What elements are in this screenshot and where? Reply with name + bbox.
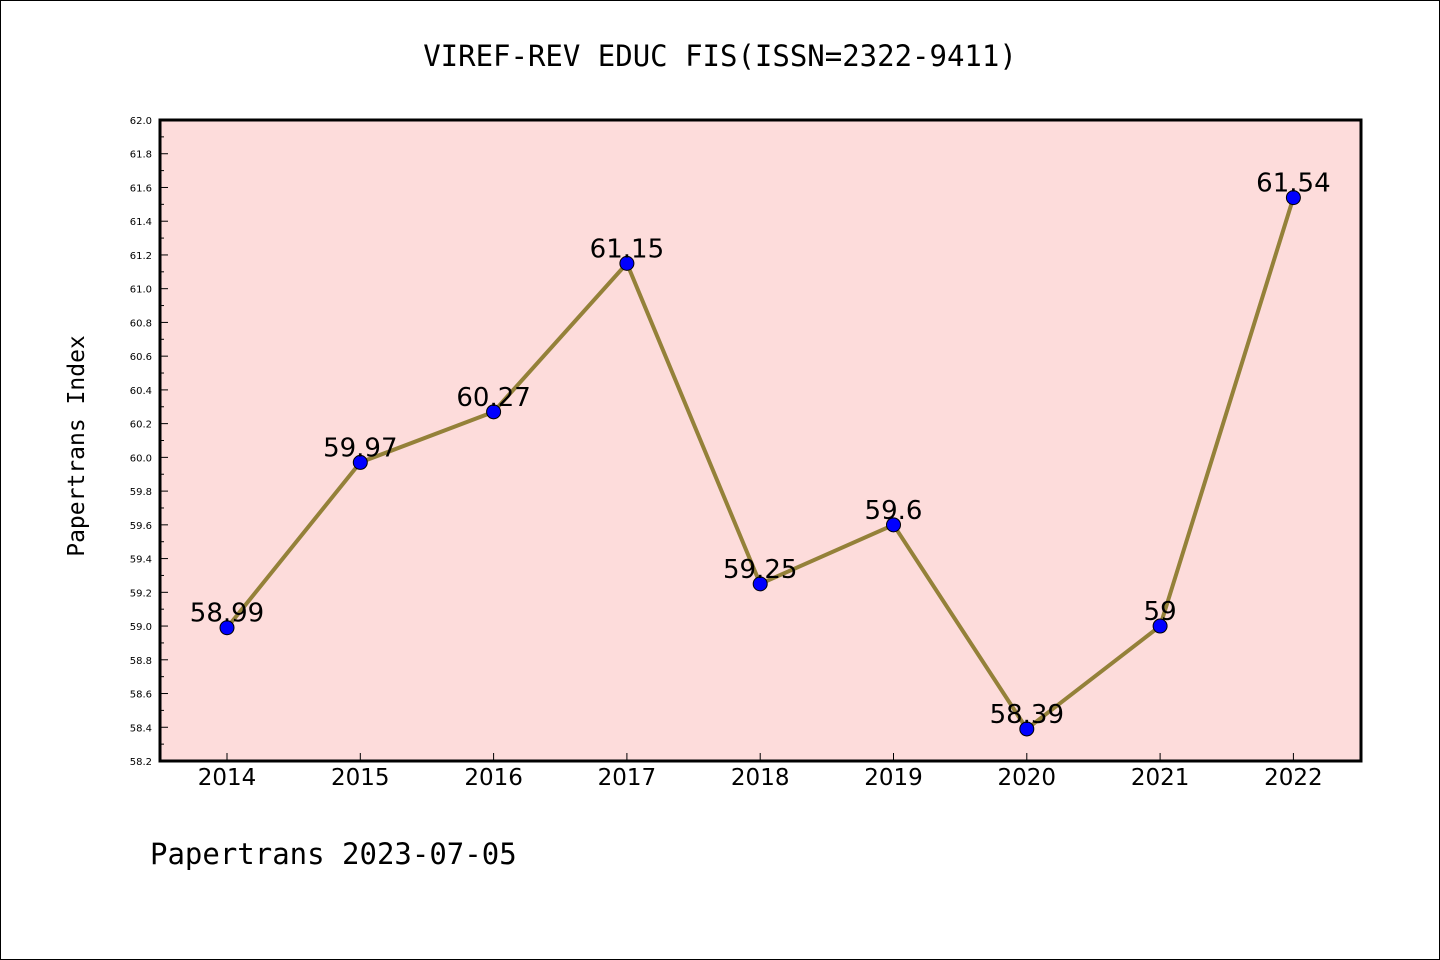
footer-text: Papertrans 2023-07-05 <box>150 837 517 871</box>
data-labels: 58.99 59.97 60.27 61.15 59.25 59.6 58.39 59 61.5… <box>190 169 1331 730</box>
y-tick-label: 59.0 <box>130 622 152 633</box>
data-label: 59 <box>1144 597 1177 627</box>
y-tick-label: 58.2 <box>130 757 152 768</box>
y-tick-label: 60.0 <box>130 453 152 464</box>
y-tick-label: 61.4 <box>130 217 152 228</box>
y-tick-label: 61.0 <box>130 285 152 296</box>
x-tick-label: 2014 <box>198 765 257 791</box>
y-tick-label: 59.4 <box>130 555 152 566</box>
data-point <box>352 454 368 470</box>
y-tick-label: 60.8 <box>130 318 152 329</box>
y-tick-label: 61.8 <box>130 150 152 161</box>
x-tick-label: 2022 <box>1264 765 1323 791</box>
y-axis: 58.2 58.4 58.6 58.8 59.0 59.2 59.4 59.6 59.8 60.0… <box>130 116 168 768</box>
data-label: 58.99 <box>190 599 264 629</box>
y-tick-label: 58.8 <box>130 656 152 667</box>
data-label: 61.15 <box>590 234 664 264</box>
y-tick-label: 58.6 <box>130 690 152 701</box>
plot-border <box>158 118 1363 763</box>
x-axis: 2014 2015 2016 2017 2018 2019 2020 2021 2022 <box>198 753 1323 791</box>
y-tick-label: 60.6 <box>130 352 152 363</box>
x-tick-label: 2015 <box>331 765 390 791</box>
data-label: 58.39 <box>990 700 1064 730</box>
y-tick-label: 59.8 <box>130 487 152 498</box>
y-tick-label: 59.6 <box>130 521 152 532</box>
x-tick-label: 2017 <box>598 765 657 791</box>
data-point <box>619 255 635 271</box>
y-tick-label: 61.6 <box>130 183 152 194</box>
x-tick-label: 2019 <box>864 765 923 791</box>
y-tick-label: 62.0 <box>130 116 152 127</box>
data-label: 59.97 <box>323 433 397 463</box>
x-tick-label: 2016 <box>464 765 523 791</box>
data-label: 59.25 <box>723 555 797 585</box>
y-tick-label: 59.2 <box>130 588 152 599</box>
data-label: 60.27 <box>456 383 530 413</box>
data-point <box>1019 721 1035 737</box>
x-tick-label: 2018 <box>731 765 790 791</box>
data-point <box>1152 618 1168 634</box>
x-tick-label: 2020 <box>998 765 1057 791</box>
y-tick-label: 61.2 <box>130 251 152 262</box>
y-tick-label: 58.4 <box>130 723 152 734</box>
data-point <box>886 517 901 533</box>
data-label: 59.6 <box>865 496 923 526</box>
x-tick-label: 2021 <box>1131 765 1190 791</box>
plot-area <box>160 120 1361 761</box>
series-markers <box>219 190 1301 737</box>
data-point <box>219 620 235 636</box>
y-tick-label: 60.2 <box>130 420 152 431</box>
chart-title: VIREF-REV EDUC FIS(ISSN=2322-9411) <box>423 39 1017 73</box>
data-point <box>752 576 768 592</box>
data-point <box>1285 190 1301 206</box>
data-label: 61.54 <box>1256 169 1330 199</box>
y-axis-label: Papertrans Index <box>64 335 90 557</box>
data-point <box>486 404 502 420</box>
y-tick-label: 60.4 <box>130 386 152 397</box>
